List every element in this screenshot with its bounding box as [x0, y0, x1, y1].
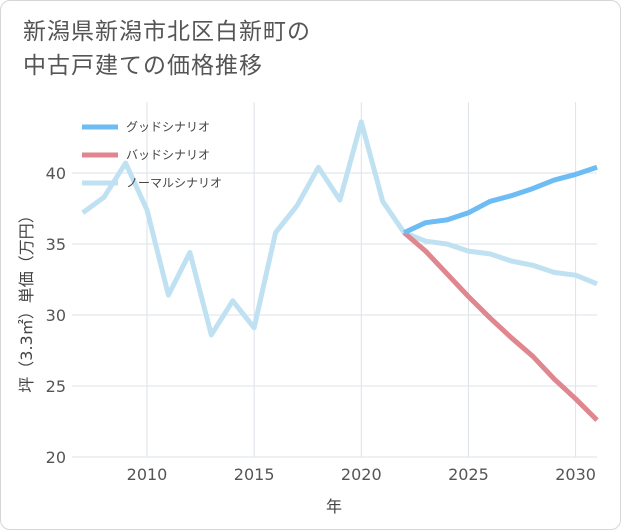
y-tick-label: 40	[46, 164, 66, 183]
plot-area	[72, 102, 597, 457]
y-axis-label: 坪（3.3㎡）単価（万円）	[17, 207, 36, 392]
x-tick-label: 2015	[234, 465, 275, 484]
series-lines	[81, 119, 599, 422]
legend-label-2: ノーマルシナリオ	[126, 176, 222, 190]
y-tick-label: 35	[46, 235, 66, 254]
x-tick-label: 2025	[448, 465, 489, 484]
grid-lines	[72, 102, 597, 458]
series-line-0	[403, 164, 598, 235]
x-axis-ticks: 2010 2015 2020 2025 2030	[127, 465, 596, 484]
x-tick-label: 2020	[341, 465, 382, 484]
x-axis-label: 年	[326, 497, 342, 516]
y-axis-ticks: 20 25 30 35 40	[46, 164, 66, 467]
chart-title-line-2: 中古戸建ての価格推移	[23, 53, 263, 79]
series-line-2	[81, 119, 598, 338]
legend-label-1: バッドシナリオ	[126, 148, 210, 162]
legend-label-0: グッドシナリオ	[126, 120, 210, 134]
x-tick-label: 2030	[555, 465, 596, 484]
y-tick-label: 30	[46, 306, 66, 325]
y-tick-label: 25	[46, 377, 66, 396]
y-tick-label: 20	[46, 448, 66, 467]
chart-title: 新潟県新潟市北区白新町の 中古戸建ての価格推移	[23, 15, 311, 83]
x-tick-label: 2010	[127, 465, 168, 484]
series-line-1	[402, 230, 599, 422]
chart-title-line-1: 新潟県新潟市北区白新町の	[23, 19, 311, 45]
